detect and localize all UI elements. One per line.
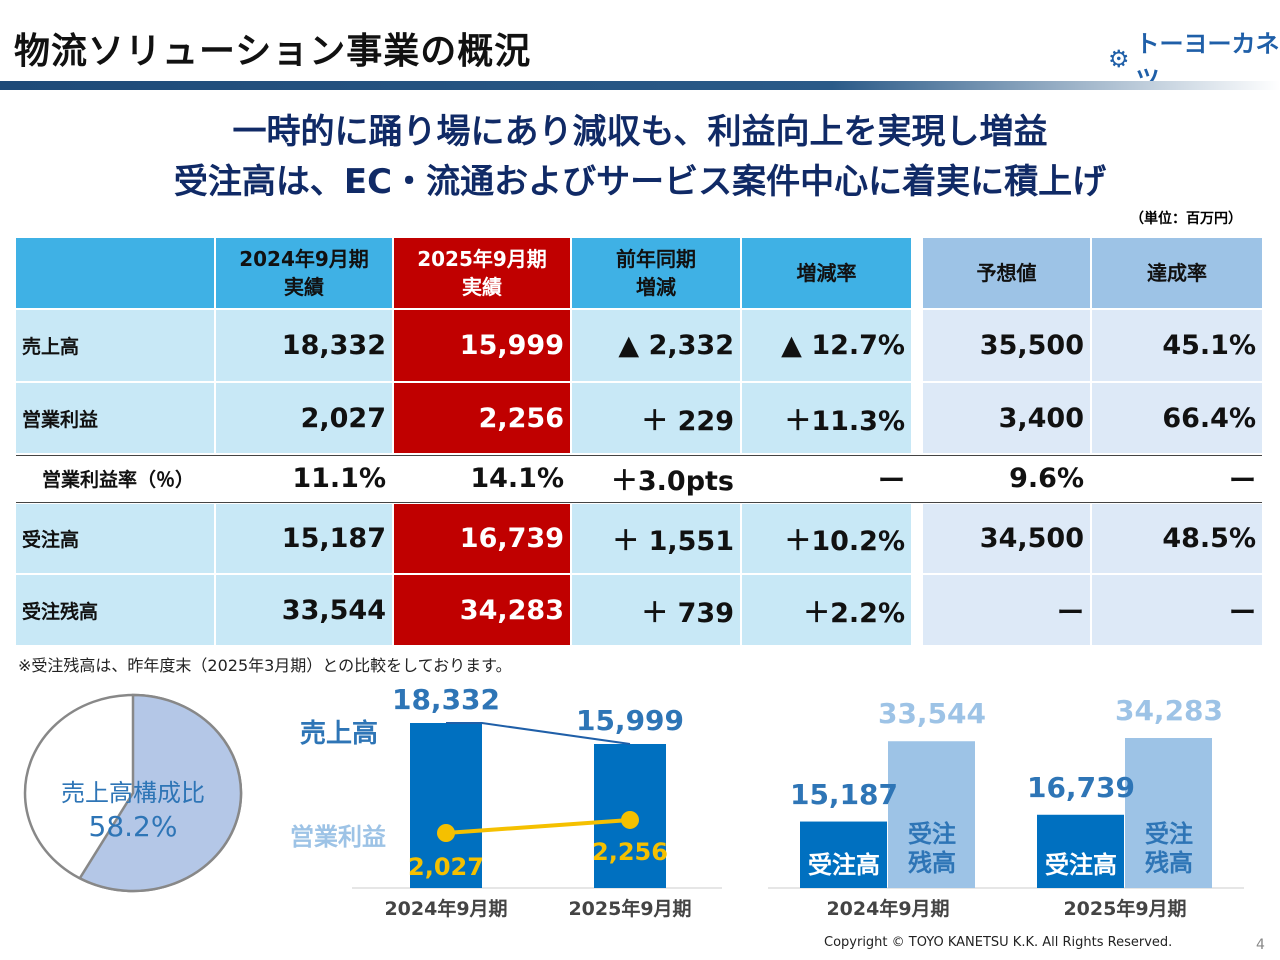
table-cell: ＋2.2% [742,575,911,645]
table-cell: ー [1092,575,1262,645]
table-cell: 3,400 [923,383,1090,453]
table-cell: 48.5% [1092,504,1262,573]
sales-bar [410,723,482,888]
table-cell: 2,027 [216,383,392,453]
profit-line [445,817,631,835]
copyright: Copyright © TOYO KANETSU K.K. All Rights… [824,935,1173,950]
page-number: 4 [1256,937,1265,953]
row-label: 受注高 [16,504,214,573]
profit-point [437,824,455,842]
header-divider [0,81,1280,90]
column-header: 予想値 [923,238,1090,308]
profit-value-label: 2,256 [592,837,668,866]
table-cell: 35,500 [923,310,1090,381]
column-header: 増減率 [742,238,911,308]
backlog-bar-label: 受注 残高 [908,820,956,877]
profit-value-label: 2,027 [408,853,484,881]
sales-line [446,722,631,745]
backlog-value-label: 34,283 [1114,694,1224,727]
backlog-bar-label: 受注 残高 [1145,820,1193,877]
orders-value-label: 15,187 [789,777,899,811]
profit-point [621,810,639,829]
pie-value: 58.2% [88,810,178,843]
logo-mark-icon: ⚙ [1108,45,1130,73]
row-label: 営業利益率（％） [42,469,195,491]
table-cell: ＋3.0pts [610,466,734,497]
column-header: 前年同期 増減 [572,238,740,308]
x-axis-label: 2024年9月期 [384,898,508,920]
column-header [16,238,214,308]
table-cell: ＋10.2% [742,504,911,573]
sales-value-label: 18,332 [391,683,501,716]
headline-2: 受注高は、EC・流通およびサービス案件中心に着実に積上げ [173,162,1107,202]
backlog-bar [1125,738,1212,888]
table-cell: ＋11.3% [742,383,911,453]
row-label: 営業利益 [16,383,214,453]
page-title: 物流ソリューション事業の概況 [14,31,532,72]
orders-bar [1037,814,1124,888]
table-cell: 9.6% [1009,463,1084,494]
orders-bar [800,821,887,888]
table-cell: 11.1% [292,463,386,494]
table-cell: 14.1% [470,463,564,494]
unit-label: （単位：百万円） [1130,211,1242,227]
column-header: 達成率 [1092,238,1262,308]
table-cell: ＋ 739 [572,575,740,645]
table-cell: ▲ 12.7% [742,310,911,381]
row-label: 受注残高 [16,575,214,645]
table-cell: 34,500 [923,504,1090,573]
sales-value-label: 15,999 [575,703,685,737]
row-label: 売上高 [16,310,214,381]
pie-slice [78,693,243,893]
headline-1: 一時的に踊り場にあり減収も、利益向上を実現し増益 [232,112,1048,152]
table-cell: 15,999 [394,310,570,381]
table-cell: 66.4% [1092,383,1262,453]
orders-bar-label: 受注高 [808,851,880,879]
row-divider [16,502,1262,503]
column-header: 2025年9月期 実績 [394,238,570,308]
table-cell: ー [1229,466,1256,497]
table-cell: 15,187 [216,504,392,573]
column-header: 2024年9月期 実績 [216,238,392,308]
sales-legend: 売上高 [300,719,379,749]
table-cell: 33,544 [216,575,392,645]
table-cell: 16,739 [394,504,570,573]
table-cell: ▲ 2,332 [572,310,740,381]
x-axis-label: 2024年9月期 [826,898,950,920]
orders-bar-label: 受注高 [1045,851,1117,879]
profit-legend: 営業利益 [290,823,386,851]
charts [23,693,1244,893]
table-cell: 34,283 [394,575,570,645]
table-cell: 2,256 [394,383,570,453]
orders-value-label: 16,739 [1026,770,1136,804]
table-cell: 45.1% [1092,310,1262,381]
backlog-value-label: 33,544 [877,697,987,731]
table-cell: ー [923,575,1090,645]
row-divider [16,455,1262,456]
table-cell: ー [878,466,905,497]
pie-label: 売上高構成比 [61,779,205,807]
table-cell: ＋ 229 [572,383,740,453]
x-axis-label: 2025年9月期 [568,898,692,920]
table-cell: ＋ 1,551 [572,504,740,573]
backlog-bar [888,741,975,888]
x-axis-label: 2025年9月期 [1063,898,1187,920]
table-cell: 18,332 [216,310,392,381]
footnote: ※受注残高は、昨年度末（2025年3月期）との比較をしております。 [18,656,512,675]
